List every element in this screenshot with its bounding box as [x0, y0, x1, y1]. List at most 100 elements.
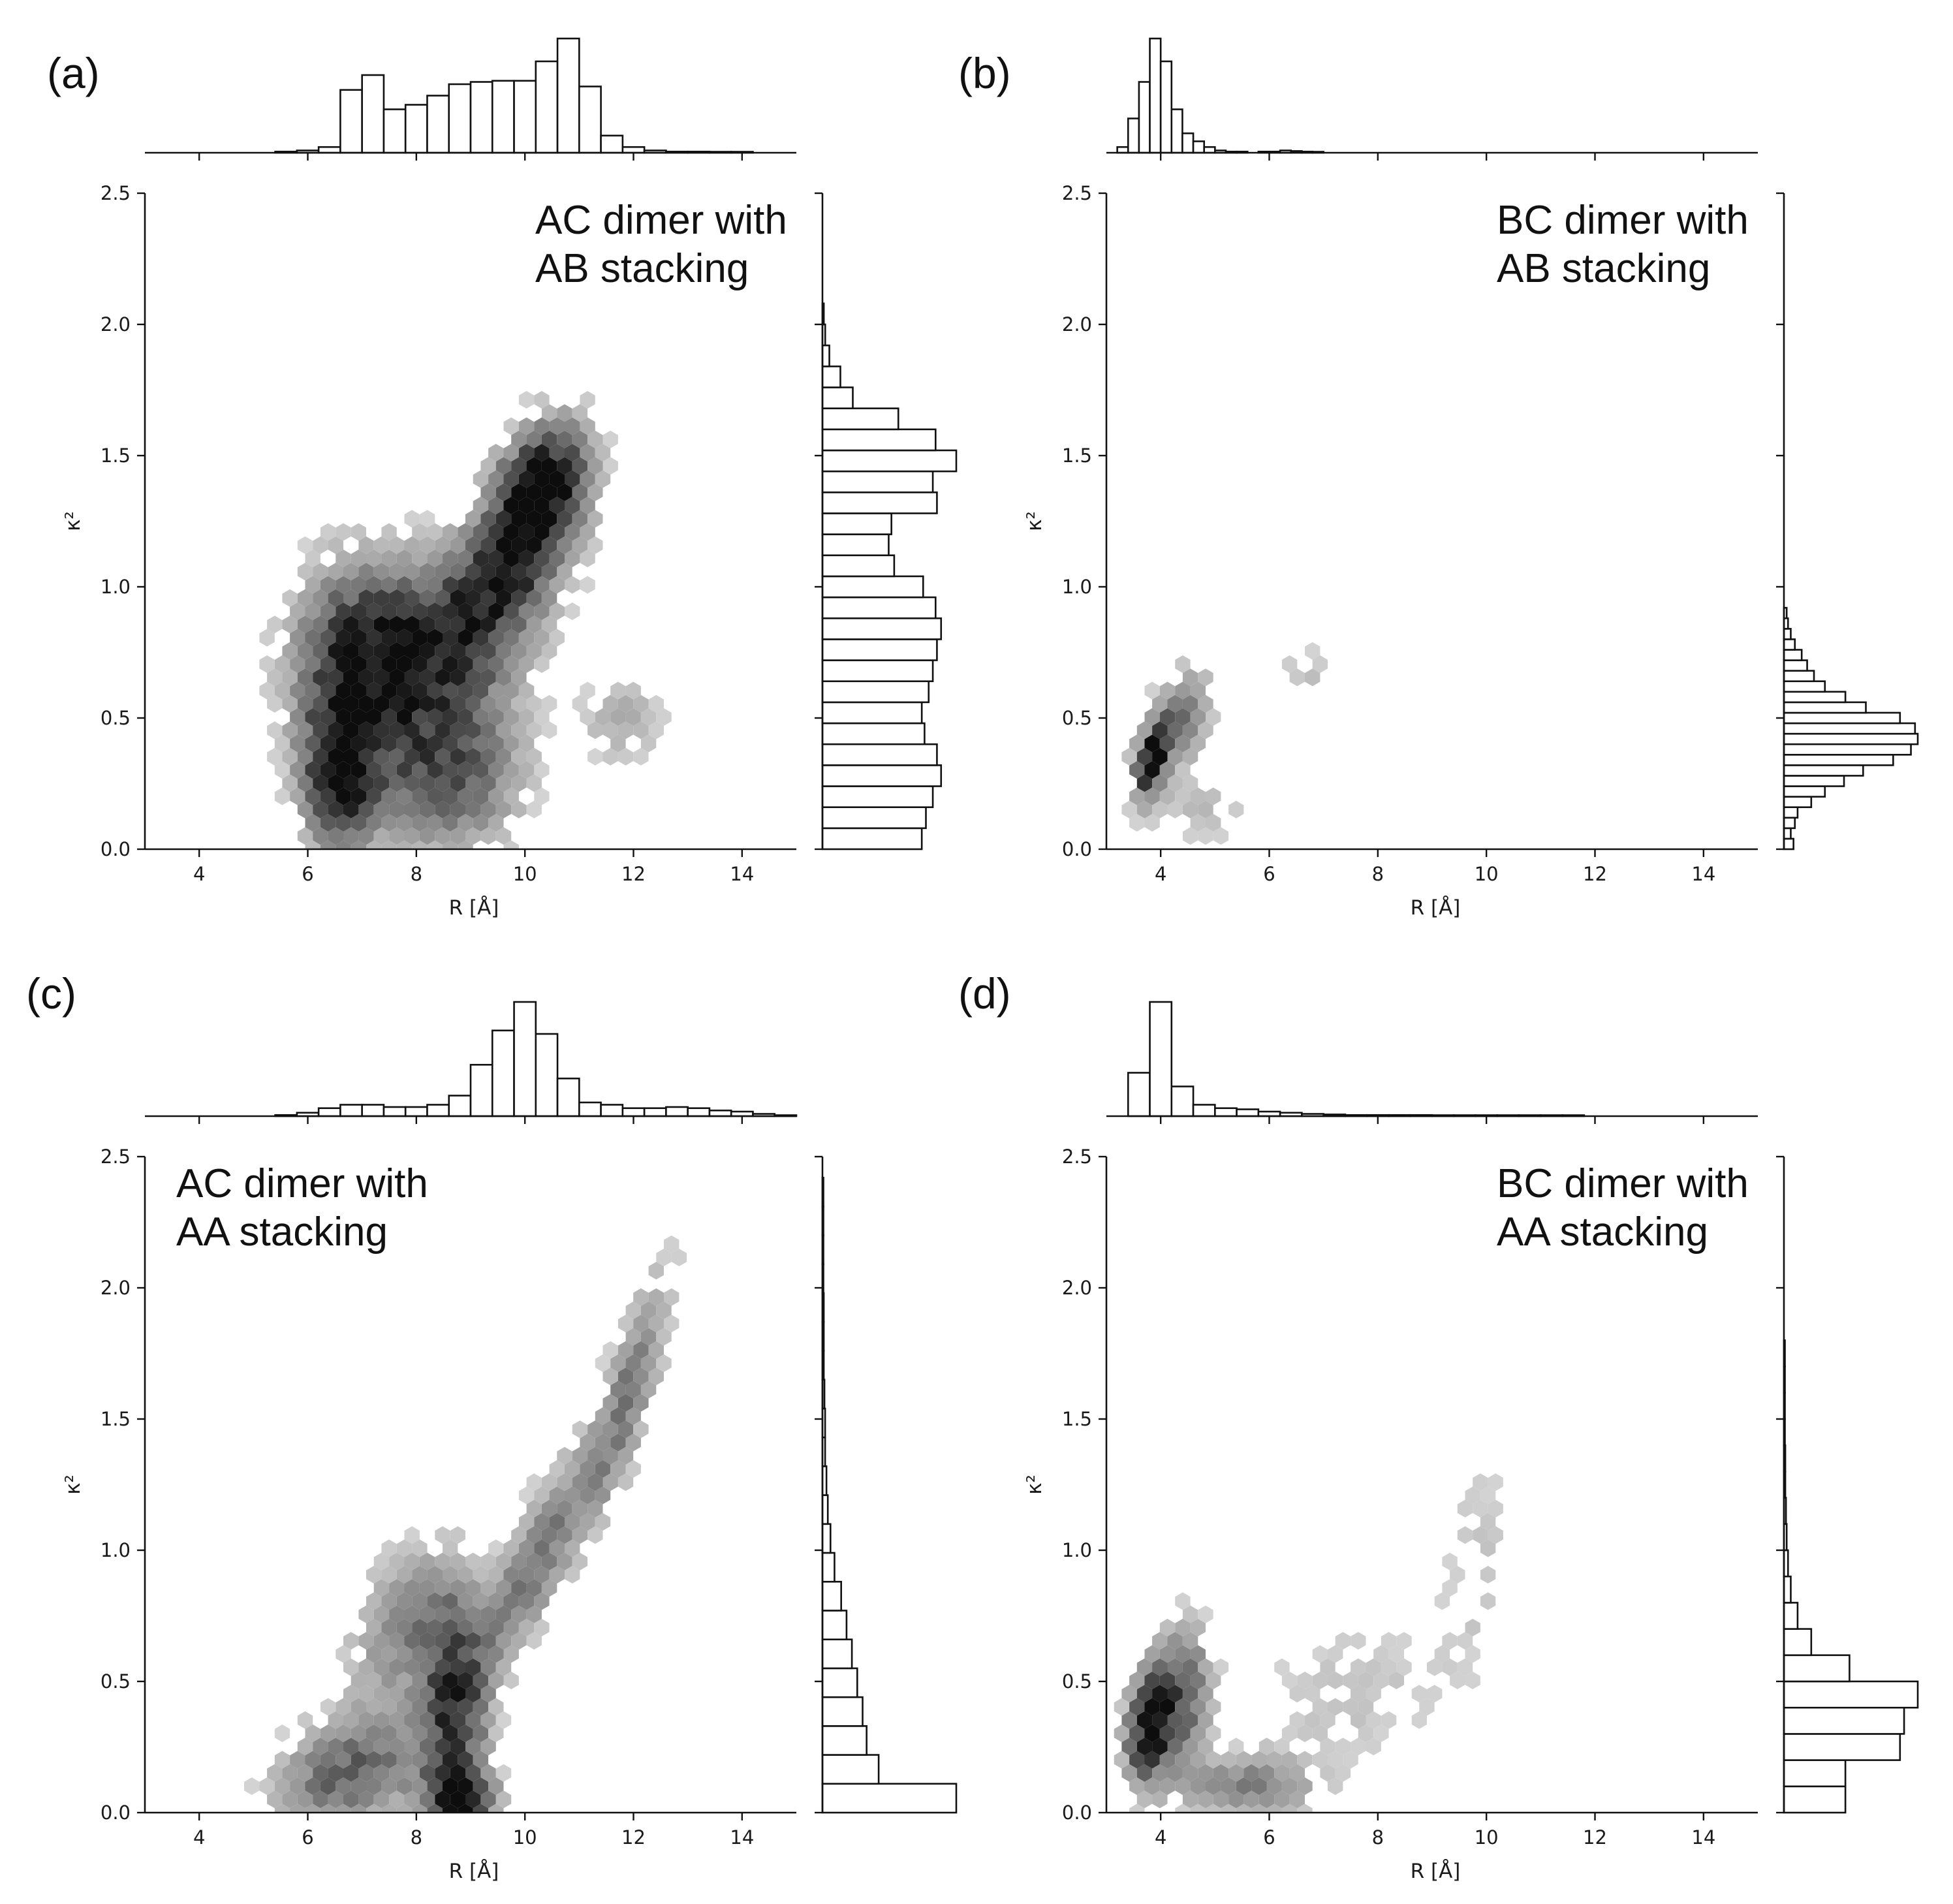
hexbin-cell: [328, 642, 343, 660]
hexbin-cell: [1473, 1499, 1488, 1518]
hexbin-cell: [587, 1499, 603, 1518]
hexbin-cell: [351, 1725, 366, 1742]
top-histogram-bar: [578, 1101, 602, 1117]
hexbin-cell: [518, 1592, 535, 1610]
hexbin-cell: [305, 734, 320, 753]
hexbin-cell: [366, 708, 382, 726]
hexbin-cell: [565, 576, 580, 594]
hexbin-cell: [351, 840, 366, 849]
right-histogram-bar: [1783, 1654, 1851, 1683]
hexbin-cell: [465, 774, 481, 792]
hexbin-cell: [351, 681, 366, 700]
hexbin-cell: [565, 1486, 580, 1505]
hexbin-cell: [1182, 1790, 1198, 1809]
hexbin-cell: [1312, 1751, 1328, 1769]
hexbin-cell: [443, 1672, 458, 1689]
hexbin-cell: [305, 708, 320, 726]
hexbin-cell: [351, 576, 366, 594]
hexbin-cell: [366, 814, 382, 832]
hexbin-cell: [625, 1407, 641, 1425]
hexbin-cell: [503, 1672, 519, 1689]
hexbin-cell: [1442, 1552, 1458, 1570]
hexbin-cell: [404, 642, 420, 660]
x-axis-label: R [Å]: [449, 1860, 499, 1883]
top-histogram-bar: [1138, 81, 1151, 154]
hexbin-cell: [1351, 1658, 1366, 1676]
hexbin-cell: [343, 1632, 359, 1650]
hexbin-cell: [404, 747, 420, 766]
hexbin-cell: [443, 1698, 458, 1716]
hexbin-cell: [480, 483, 496, 501]
hexbin-cell: [541, 430, 557, 448]
hexbin-cell: [1198, 721, 1213, 740]
hexbin-cell: [427, 1566, 443, 1584]
hexbin-cell: [412, 655, 428, 673]
hexbin-cell: [396, 602, 413, 620]
right-histogram-bar: [1783, 775, 1845, 787]
hexbin-cell: [549, 497, 565, 514]
hexbin-cell: [518, 497, 535, 514]
hexbin-cell: [396, 1645, 413, 1663]
hexbin-cell: [290, 1751, 305, 1769]
hexbin-cell: [503, 708, 519, 726]
hexbin-cell: [366, 1645, 382, 1663]
hexbin-cell: [1152, 721, 1168, 740]
hexbin-cell: [541, 536, 557, 554]
hexbin-cell: [1182, 800, 1198, 819]
hexbin-cell: [427, 1645, 443, 1663]
hexbin-cell: [351, 602, 366, 620]
hexbin-cell: [404, 510, 420, 528]
hexbin-cell: [595, 1513, 611, 1531]
hexbin-cell: [557, 483, 572, 501]
hexbin-cell: [419, 510, 435, 528]
hexbin-cell: [610, 1381, 626, 1399]
hexbin-cell: [389, 563, 405, 581]
hexbin-cell: [427, 576, 443, 594]
hexbin-cell: [1182, 1658, 1198, 1676]
hexbin-cell: [343, 721, 359, 740]
hexbin-cell: [435, 1764, 450, 1782]
hexbin-cell: [381, 734, 397, 753]
hexbin-cell: [511, 563, 527, 581]
hexbin-cell: [313, 616, 328, 634]
hexbin-cell: [549, 444, 565, 461]
hexbin-cell: [412, 734, 428, 753]
hexbin-cell: [602, 430, 618, 448]
hexbin-cell: [572, 510, 588, 528]
hexbin-cell: [1121, 800, 1137, 819]
hexbin-cell: [534, 761, 550, 779]
hexbin-cell: [381, 1751, 397, 1769]
hexbin-cell: [511, 1552, 527, 1570]
hexbin-cell: [389, 1605, 405, 1623]
hexbin-cell: [1129, 787, 1145, 805]
hexbin-cell: [443, 602, 458, 620]
y-tick-label: 0.5: [1062, 707, 1092, 729]
hexbin-cell: [1228, 1764, 1244, 1782]
hexbin-cell: [495, 483, 512, 501]
hexbin-cell: [1289, 1790, 1305, 1809]
hexbin-cell: [450, 694, 465, 713]
hexbin-cell: [274, 734, 290, 753]
hexbin-cell: [549, 417, 565, 435]
hexbin-cell: [373, 536, 390, 554]
top-histogram-bar: [1149, 37, 1162, 154]
hexbin-cell: [602, 1420, 618, 1439]
hexbin-cell: [1266, 1803, 1282, 1813]
hexbin-cell: [1152, 774, 1168, 792]
hexbin-cell: [648, 1341, 664, 1359]
hexbin-cell: [1411, 1685, 1427, 1703]
hexbin-cell: [473, 523, 489, 541]
hexbin-cell: [511, 668, 527, 687]
hexbin-cell: [1289, 1685, 1305, 1703]
right-histogram-bar: [1783, 1628, 1813, 1657]
hexbin-cell: [1167, 1658, 1183, 1676]
hexbin-cell: [526, 510, 542, 528]
hexbin-cell: [458, 629, 473, 647]
hexbin-cell: [495, 510, 512, 528]
hexbin-cell: [1206, 1672, 1221, 1689]
hexbin-cell: [1473, 1473, 1488, 1491]
right-histogram-bar: [821, 596, 937, 619]
hexbin-cell: [473, 814, 489, 832]
hexbin-cell: [458, 602, 473, 620]
hexbin-cell: [549, 523, 565, 541]
